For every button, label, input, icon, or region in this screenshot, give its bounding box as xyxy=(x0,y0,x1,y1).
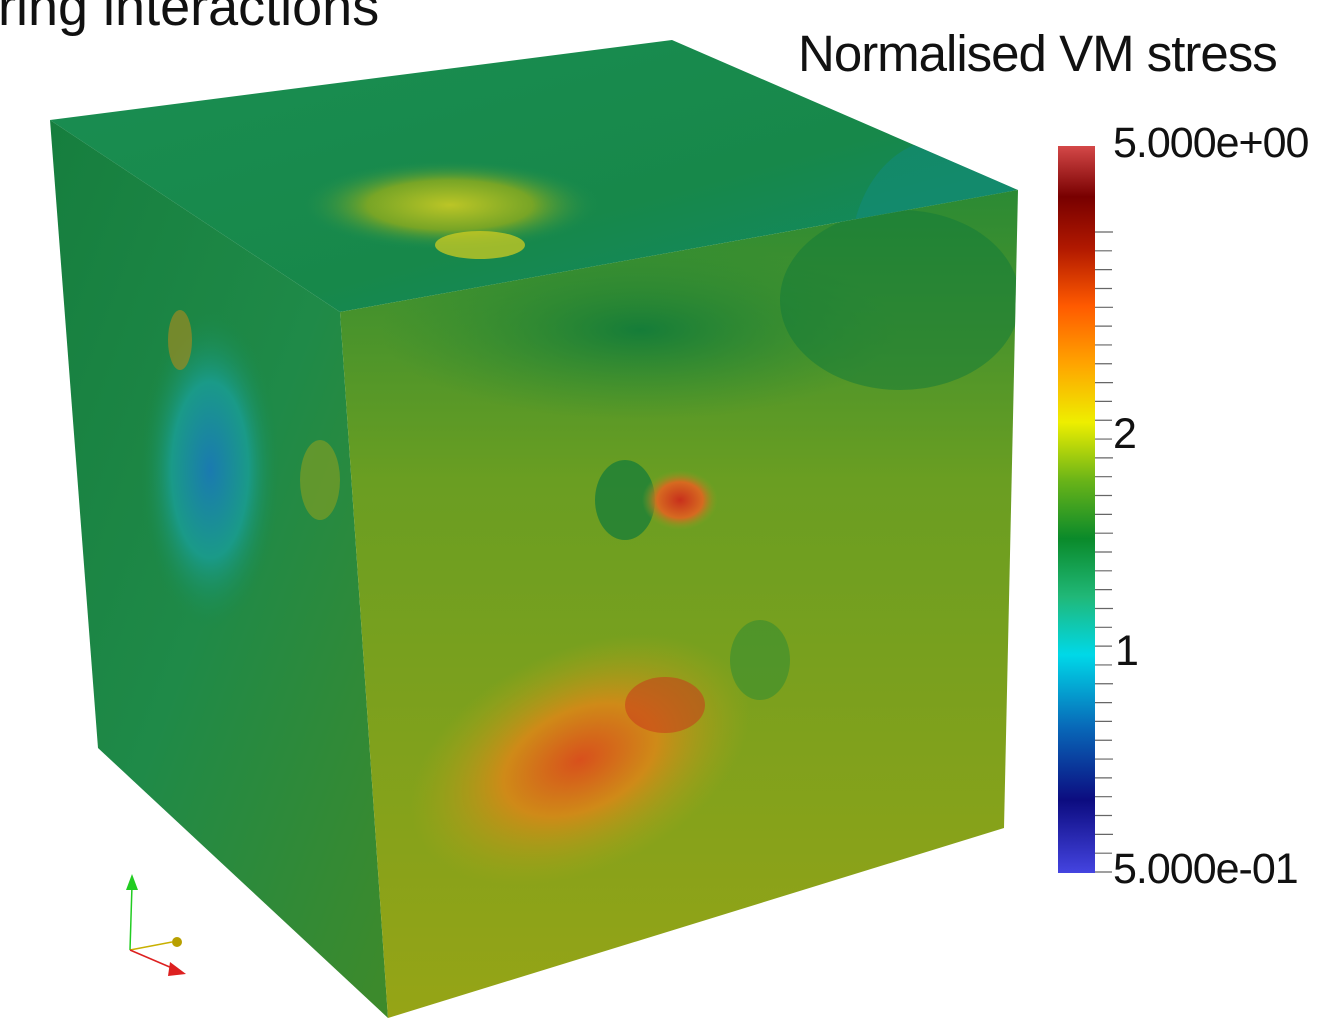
colorbar-tick-max: 5.000e+00 xyxy=(1113,119,1309,167)
colorbar-tick-marks xyxy=(1095,231,1113,873)
colorbar xyxy=(1058,146,1113,873)
colorbar-tick-1: 1 xyxy=(1115,627,1139,675)
colorbar-tick-2: 2 xyxy=(1113,410,1137,458)
slide-heading: ring interactions xyxy=(0,0,380,37)
stress-cube xyxy=(50,40,1018,1018)
colorbar-gradient xyxy=(1058,146,1095,873)
z-axis-arrow-icon xyxy=(168,962,186,976)
orientation-axes xyxy=(126,874,186,976)
colorbar-title: Normalised VM stress xyxy=(798,25,1278,82)
y-axis-arrow-icon xyxy=(126,874,138,890)
colorbar-tick-min: 5.000e-01 xyxy=(1113,845,1299,893)
x-axis-marker-icon xyxy=(172,937,182,947)
